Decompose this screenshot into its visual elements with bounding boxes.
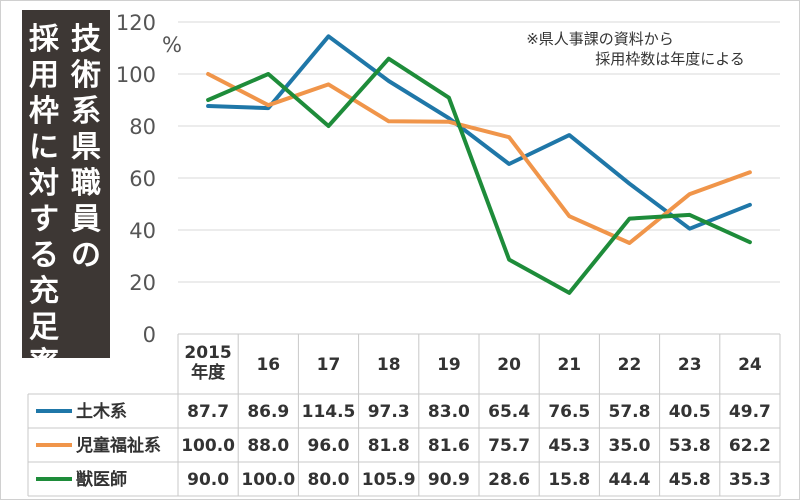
series-line	[206, 56, 752, 295]
data-cell-value: 53.8	[669, 436, 711, 456]
data-cell-value: 65.4	[488, 402, 530, 422]
x-category-label: 2015	[184, 343, 231, 363]
chart-note-line-2: 採用枠数は年度による	[595, 50, 745, 68]
data-cell-value: 80.0	[308, 470, 350, 490]
y-tick-label: 100	[116, 63, 156, 87]
data-cell-value: 76.5	[548, 402, 590, 422]
data-cell-value: 86.9	[247, 402, 289, 422]
x-category-label: 22	[618, 355, 642, 375]
data-cell-value: 100.0	[241, 470, 295, 490]
data-cell-value: 83.0	[428, 402, 470, 422]
data-cell-value: 57.8	[609, 402, 651, 422]
data-cell-value: 100.0	[181, 436, 235, 456]
x-category-label: 16	[256, 355, 280, 375]
y-tick-label: 60	[129, 167, 156, 191]
x-category-label: 20	[497, 355, 521, 375]
x-category-label: 年度	[191, 362, 226, 383]
chart-title-line-2: 採用枠に対する充足率	[29, 22, 59, 381]
y-unit-label: %	[162, 33, 182, 57]
data-cell-value: 105.9	[362, 470, 416, 490]
data-cell-value: 75.7	[488, 436, 530, 456]
series-name-label: 土木系	[76, 401, 127, 422]
x-category-label: 23	[678, 355, 702, 375]
data-cell-value: 44.4	[609, 470, 651, 490]
chart-note-line-1: ※県人事課の資料から	[526, 30, 674, 48]
data-cell-value: 81.8	[368, 436, 410, 456]
data-cell-value: 88.0	[247, 436, 289, 456]
data-cell-value: 15.8	[548, 470, 590, 490]
data-cell-value: 114.5	[302, 402, 356, 422]
y-axis-ticks: 0 20 40 60 80 100 120	[116, 11, 156, 347]
data-cell-value: 35.0	[609, 436, 651, 456]
x-category-label: 17	[317, 355, 341, 375]
data-cell-value: 87.7	[187, 402, 229, 422]
data-cell-value: 49.7	[729, 402, 771, 422]
x-category-label: 21	[557, 355, 581, 375]
data-cell-value: 28.6	[488, 470, 530, 490]
y-tick-label: 0	[143, 323, 156, 347]
chart-title-panel: 技術系県職員の 採用枠に対する充足率	[22, 10, 110, 381]
data-cell-value: 35.3	[729, 470, 771, 490]
y-tick-label: 40	[129, 219, 156, 243]
chart-title-line-1: 技術系県職員の	[71, 22, 101, 273]
data-cell-value: 97.3	[368, 402, 410, 422]
series-name-label: 獣医師	[76, 469, 127, 490]
x-category-label: 18	[377, 355, 401, 375]
data-cell-value: 90.0	[187, 470, 229, 490]
data-cell-value: 96.0	[308, 436, 350, 456]
y-tick-label: 80	[129, 115, 156, 139]
series-lines	[206, 34, 752, 295]
data-cell-value: 45.3	[548, 436, 590, 456]
y-tick-label: 20	[129, 271, 156, 295]
data-cell-value: 81.6	[428, 436, 470, 456]
data-cell-value: 45.8	[669, 470, 711, 490]
x-category-label: 24	[738, 355, 762, 375]
series-line	[206, 34, 752, 231]
y-tick-label: 120	[116, 11, 156, 35]
series-name-label: 児童福祉系	[75, 435, 161, 456]
x-category-label: 19	[437, 355, 461, 375]
data-cell-value: 40.5	[669, 402, 711, 422]
gridlines	[178, 21, 780, 283]
data-cell-value: 90.9	[428, 470, 470, 490]
data-cell-value: 62.2	[729, 436, 771, 456]
